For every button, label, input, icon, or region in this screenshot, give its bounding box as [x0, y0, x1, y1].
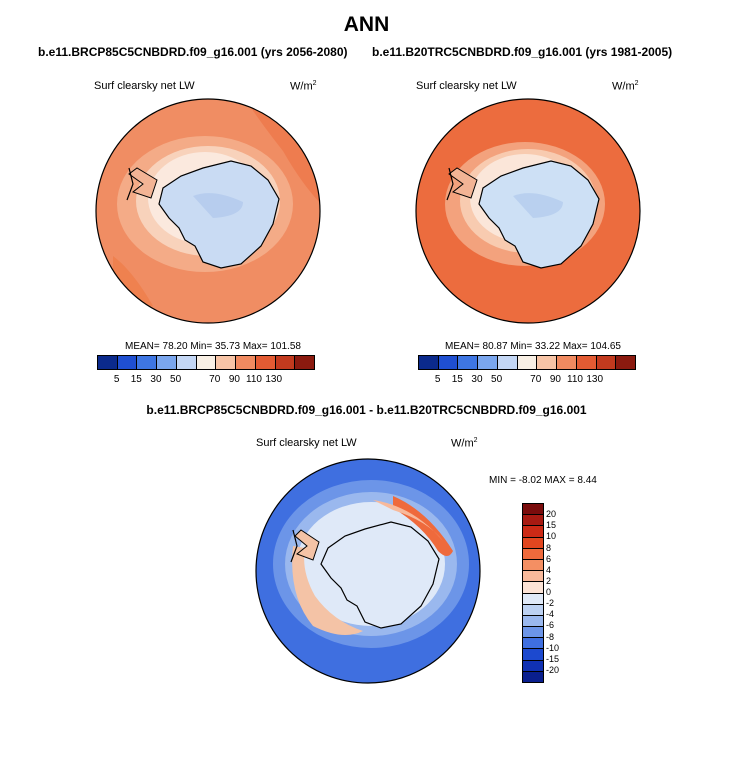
panel2-colorbar-ticks: 5 15 30 50 70 90 110 130 — [418, 374, 634, 388]
tick-20: 20 — [546, 509, 557, 520]
tick-8: 8 — [546, 542, 552, 553]
panel1-unit-label: W/m2 — [290, 80, 317, 93]
tick-15: 15 — [130, 374, 142, 385]
tick-5: 5 — [113, 374, 120, 385]
tick-15: 15 — [546, 520, 557, 531]
tick-6: 6 — [546, 553, 552, 564]
diff-colorbar — [522, 503, 544, 683]
panel1-colorbar — [97, 355, 315, 370]
diff-map — [255, 458, 481, 684]
panel2-subtitle: b.e11.B20TRC5CNBDRD.f09_g16.001 (yrs 198… — [372, 45, 673, 59]
diff-warm-anomaly-east — [393, 496, 453, 556]
tick-neg4: -4 — [546, 609, 555, 620]
panel2-variable-label: Surf clearsky net LW — [416, 80, 517, 92]
tick-70: 70 — [530, 374, 542, 385]
tick-130: 130 — [586, 374, 604, 385]
panel2-unit-label: W/m2 — [612, 80, 639, 93]
panel1-variable-label: Surf clearsky net LW — [94, 80, 195, 92]
panel1-map-border — [95, 98, 321, 324]
diff-warm-anomaly-west — [292, 546, 363, 635]
tick-30: 30 — [471, 374, 483, 385]
tick-50: 50 — [491, 374, 503, 385]
tick-5: 5 — [434, 374, 441, 385]
tick-110: 110 — [567, 374, 584, 385]
tick-neg20: -20 — [546, 664, 560, 675]
diff-map-border — [255, 458, 481, 684]
tick-neg6: -6 — [546, 620, 555, 631]
tick-neg8: -8 — [546, 631, 555, 642]
figure-title: ANN — [343, 13, 390, 36]
diff-unit-label: W/m2 — [451, 437, 478, 450]
tick-110: 110 — [246, 374, 263, 385]
tick-neg15: -15 — [546, 653, 560, 664]
diff-subtitle: b.e11.BRCP85C5CNBDRD.f09_g16.001 - b.e11… — [146, 403, 587, 417]
tick-90: 90 — [549, 374, 561, 385]
panel2-map-border — [415, 98, 641, 324]
panel2-stats: MEAN= 80.87 Min= 33.22 Max= 104.65 — [445, 341, 621, 352]
diff-stats: MIN = -8.02 MAX = 8.44 — [489, 475, 597, 486]
panel1-subtitle: b.e11.BRCP85C5CNBDRD.f09_g16.001 (yrs 20… — [38, 45, 348, 59]
panel1-stats: MEAN= 78.20 Min= 35.73 Max= 101.58 — [125, 341, 301, 352]
diff-variable-label: Surf clearsky net LW — [256, 437, 357, 449]
tick-4: 4 — [546, 564, 552, 575]
tick-30: 30 — [150, 374, 162, 385]
tick-neg2: -2 — [546, 598, 555, 609]
panel2-colorbar — [418, 355, 636, 370]
tick-10: 10 — [546, 531, 557, 542]
tick-50: 50 — [170, 374, 182, 385]
panel1-colorbar-ticks: 5 15 30 50 70 90 110 130 — [97, 374, 313, 388]
panel2-map — [415, 98, 641, 324]
panel1-map — [95, 98, 321, 324]
tick-90: 90 — [228, 374, 240, 385]
tick-15: 15 — [451, 374, 463, 385]
diff-antarctica — [320, 521, 440, 629]
tick-70: 70 — [209, 374, 221, 385]
tick-neg10: -10 — [546, 642, 560, 653]
tick-0: 0 — [546, 587, 552, 597]
tick-130: 130 — [265, 374, 283, 385]
tick-2: 2 — [546, 575, 552, 586]
